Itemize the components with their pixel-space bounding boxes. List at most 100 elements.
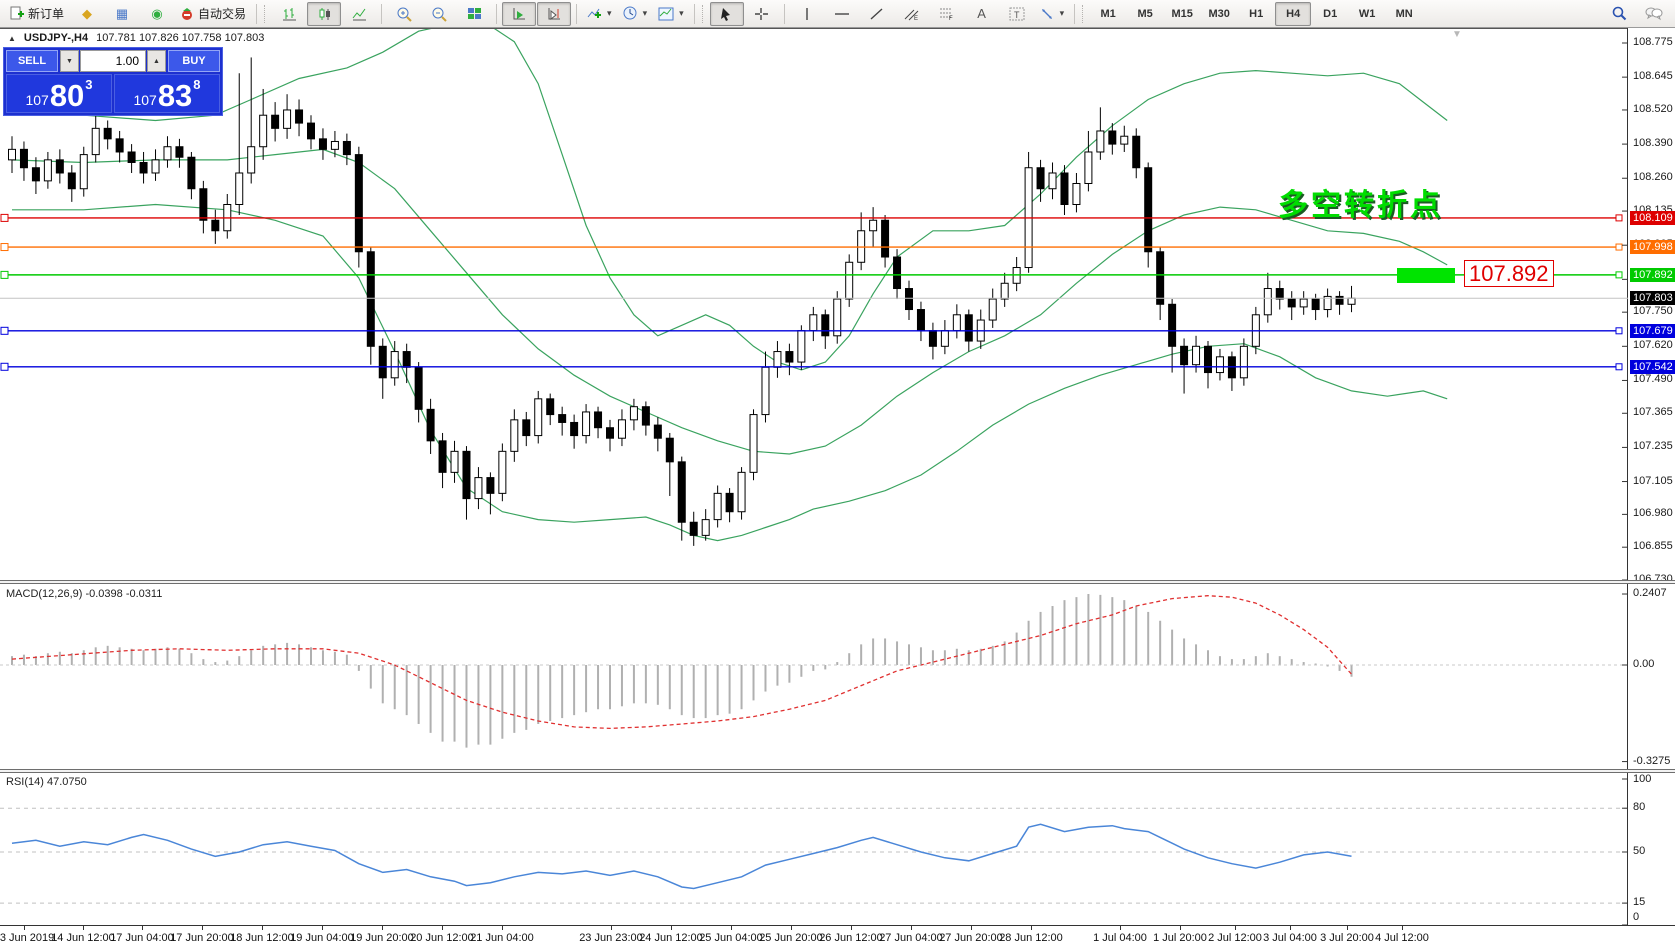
volume-increase-button[interactable]: ▲	[147, 50, 166, 72]
horizontal-lines-layer[interactable]	[0, 213, 1623, 371]
zoom-out-button[interactable]	[422, 2, 456, 26]
auto-scroll-button[interactable]	[502, 1, 537, 26]
market-watch-icon: ▦	[115, 6, 129, 21]
time-axis-tick	[382, 926, 383, 930]
sell-price-tile[interactable]: 107 80 3	[6, 74, 112, 113]
templates-button[interactable]: ▾	[653, 2, 689, 26]
line-chart-icon	[352, 8, 366, 20]
channel-tool-button[interactable]: E	[895, 2, 929, 26]
cursor-icon	[721, 7, 731, 21]
autotrading-label: 自动交易	[198, 7, 247, 21]
indicators-button[interactable]: ▾	[582, 2, 617, 26]
volume-input[interactable]: 1.00	[80, 50, 146, 72]
timeframe-d1-button[interactable]: D1	[1323, 7, 1338, 20]
time-axis-tick	[611, 926, 612, 930]
panel-separator[interactable]	[0, 769, 1675, 773]
panel-separator[interactable]	[0, 580, 1675, 584]
chart-shift-button[interactable]	[537, 1, 572, 26]
fibonacci-tool-button[interactable]: F	[930, 2, 964, 26]
rsi-label: RSI(14) 47.0750	[6, 776, 87, 788]
time-axis-label: 18 Jun 12:00	[230, 932, 294, 944]
signals-button[interactable]: ◉	[140, 2, 174, 26]
timeframe-mn-button[interactable]: MN	[1395, 7, 1413, 20]
price-axis-tick: 107.365	[1633, 406, 1673, 419]
horizontal-line-tool-button[interactable]	[825, 2, 859, 26]
collapse-panel-icon[interactable]: ▲	[8, 33, 16, 43]
volume-decrease-button[interactable]: ▼	[60, 50, 79, 72]
timeframe-m1-button[interactable]: M1	[1100, 7, 1116, 20]
buy-button[interactable]: BUY	[168, 50, 220, 72]
text-tool-button[interactable]: A	[965, 2, 999, 26]
price-flag-annotation[interactable]: 107.892	[1464, 260, 1554, 287]
chart-shift-icon	[548, 7, 560, 20]
toolbar-separator	[576, 3, 578, 24]
time-axis-label: 4 Jul 12:00	[1375, 932, 1429, 944]
symbol-title: USDJPY-,H4	[23, 32, 89, 44]
rsi-axis-tick: 0	[1633, 911, 1640, 923]
timeframe-m30-button[interactable]: M30	[1208, 7, 1230, 20]
time-axis-tick	[322, 926, 323, 930]
crosshair-tool-button[interactable]	[745, 2, 779, 26]
timeframe-h4-button[interactable]: H4	[1275, 1, 1312, 26]
dropdown-caret: ▾	[642, 8, 648, 18]
macd-indicator-chart[interactable]	[0, 584, 1675, 769]
sell-price-handle: 107	[25, 92, 49, 108]
search-button[interactable]	[1602, 2, 1636, 26]
market-watch-button[interactable]: ▦	[105, 2, 139, 26]
bar-chart-icon	[282, 7, 296, 20]
highlight-rectangle-annotation[interactable]	[1397, 268, 1455, 283]
macd-label: MACD(12,26,9) -0.0398 -0.0311	[6, 588, 163, 600]
price-axis-tick: 107.235	[1633, 440, 1673, 453]
time-axis-tick	[791, 926, 792, 930]
scroll-to-end-marker[interactable]: ▼	[1452, 29, 1462, 40]
price-axis-tick: 107.750	[1633, 305, 1673, 318]
time-axis-label: 24 Jun 12:00	[639, 932, 703, 944]
dropdown-caret: ▾	[1059, 8, 1065, 18]
bar-chart-button[interactable]	[272, 2, 306, 26]
metaeditor-icon: ◆	[82, 6, 93, 21]
vertical-line-tool-button[interactable]	[790, 2, 824, 26]
main-price-chart[interactable]	[0, 28, 1675, 580]
arrows-tool-button[interactable]: ▾	[1035, 2, 1070, 26]
svg-text:E: E	[914, 16, 918, 21]
time-axis-tick	[24, 926, 25, 930]
macd-histogram-layer	[11, 594, 1353, 748]
buy-price-tile[interactable]: 107 83 8	[114, 74, 220, 113]
time-axis-label: 21 Jun 04:00	[470, 932, 534, 944]
cursor-tool-button[interactable]	[709, 1, 744, 26]
zoom-in-button[interactable]	[387, 2, 421, 26]
price-line-label: 108.109	[1630, 210, 1675, 225]
new-order-button[interactable]: 新订单	[4, 2, 69, 26]
timeframe-m5-button[interactable]: M5	[1137, 7, 1153, 20]
trendline-tool-button[interactable]	[860, 2, 894, 26]
metaeditor-button[interactable]: ◆	[70, 2, 104, 26]
time-axis-tick	[1235, 926, 1236, 930]
dropdown-caret: ▾	[679, 8, 684, 18]
rsi-indicator-chart[interactable]	[0, 773, 1675, 925]
macd-signal-layer	[11, 595, 1352, 730]
autotrading-button[interactable]: 自动交易	[175, 2, 251, 26]
periods-button[interactable]: ▾	[618, 2, 653, 26]
toolbar: 新订单 ◆ ▦ ◉ 自动交易 ▾ ▾ ▾ E F A T ▾ M1 M5 M15…	[0, 0, 1675, 28]
buy-price-big: 83	[157, 78, 193, 113]
time-axis-tick	[671, 926, 672, 930]
chat-button[interactable]	[1637, 2, 1671, 26]
timeframe-m15-button[interactable]: M15	[1171, 7, 1193, 20]
label-tool-button[interactable]: T	[1000, 2, 1034, 26]
price-axis[interactable]: 108.775 108.645 108.520 108.390 108.260 108.1…	[1629, 28, 1675, 585]
tile-windows-icon	[467, 7, 481, 19]
one-click-trading-panel: SELL ▼ 1.00 ▲ BUY 107 80 3 107 83 8	[3, 47, 223, 116]
text-label-icon: T	[1009, 7, 1025, 20]
sell-button[interactable]: SELL	[6, 50, 58, 72]
dropdown-caret: ▾	[607, 8, 612, 18]
line-chart-button[interactable]	[342, 2, 376, 26]
timeframe-w1-button[interactable]: W1	[1358, 7, 1376, 20]
candles-layer	[8, 57, 1356, 546]
macd-axis-tick: 0.2407	[1633, 587, 1667, 600]
timeframe-h1-button[interactable]: H1	[1249, 7, 1264, 20]
turning-point-annotation[interactable]: 多空转折点	[1278, 189, 1443, 222]
candle-chart-button[interactable]	[307, 1, 342, 26]
tile-windows-button[interactable]	[457, 2, 491, 26]
time-axis-tick	[731, 926, 732, 930]
